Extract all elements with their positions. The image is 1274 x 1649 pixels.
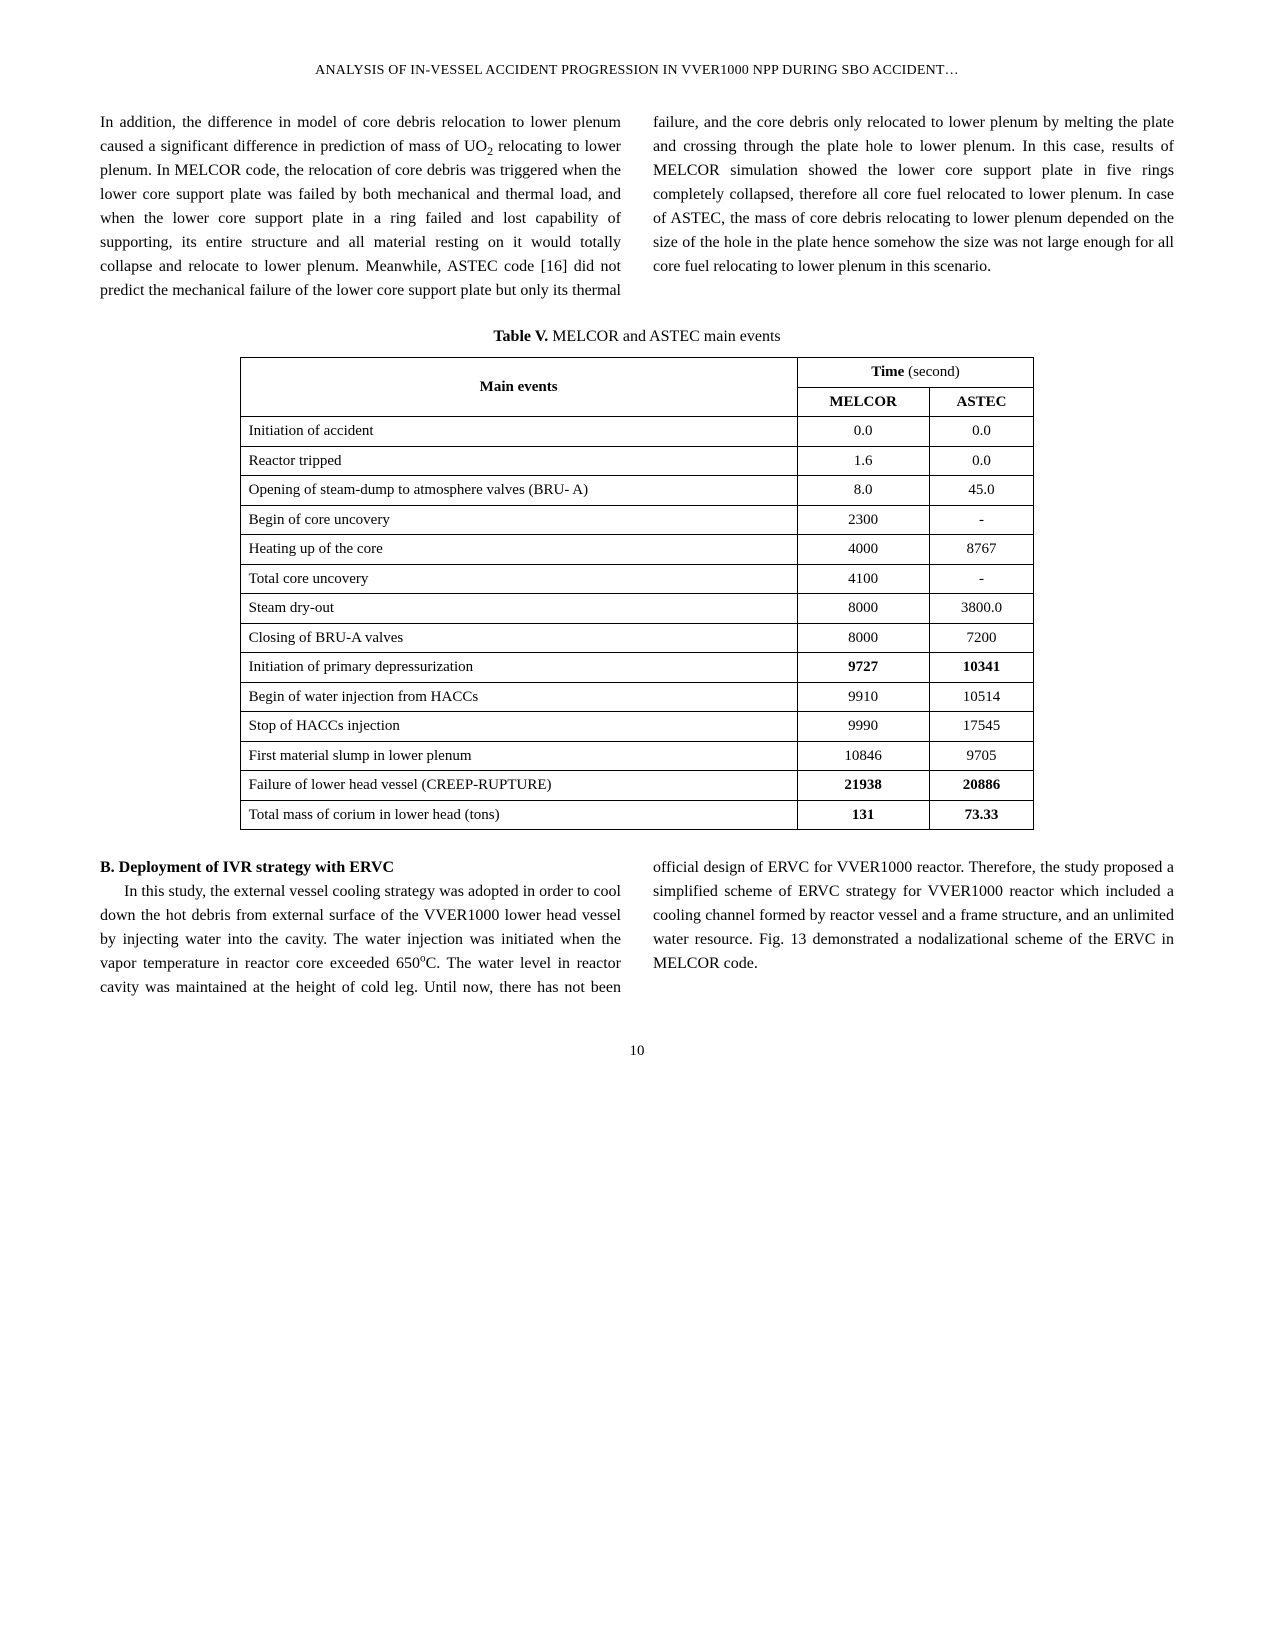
event-astec: 7200 <box>929 623 1034 653</box>
lower-text-columns: B. Deployment of IVR strategy with ERVC … <box>100 856 1174 1000</box>
table-row: First material slump in lower plenum1084… <box>240 741 1034 771</box>
table-row: Initiation of accident0.00.0 <box>240 417 1034 447</box>
event-astec: 0.0 <box>929 446 1034 476</box>
event-melcor: 9727 <box>797 653 929 683</box>
event-melcor: 9990 <box>797 712 929 742</box>
table-row: Closing of BRU-A valves80007200 <box>240 623 1034 653</box>
event-label: Heating up of the core <box>240 535 797 565</box>
event-label: Begin of water injection from HACCs <box>240 682 797 712</box>
event-melcor: 1.6 <box>797 446 929 476</box>
table-row: Failure of lower head vessel (CREEP-RUPT… <box>240 771 1034 801</box>
events-table: Main events Time (second) MELCOR ASTEC I… <box>240 357 1035 830</box>
event-label: Initiation of accident <box>240 417 797 447</box>
table-row: Begin of core uncovery2300- <box>240 505 1034 535</box>
table-row: Reactor tripped1.60.0 <box>240 446 1034 476</box>
event-astec: 17545 <box>929 712 1034 742</box>
event-melcor: 2300 <box>797 505 929 535</box>
event-melcor: 0.0 <box>797 417 929 447</box>
th-time: Time (second) <box>797 358 1034 388</box>
event-melcor: 4100 <box>797 564 929 594</box>
events-table-body: Initiation of accident0.00.0Reactor trip… <box>240 417 1034 830</box>
table-row: Total mass of corium in lower head (tons… <box>240 800 1034 830</box>
page-number: 10 <box>100 1040 1174 1063</box>
event-label: Initiation of primary depressurization <box>240 653 797 683</box>
event-melcor: 8000 <box>797 594 929 624</box>
table-caption-label: Table V. <box>493 328 548 345</box>
event-label: Total core uncovery <box>240 564 797 594</box>
table-row: Opening of steam-dump to atmosphere valv… <box>240 476 1034 506</box>
table-row: Heating up of the core40008767 <box>240 535 1034 565</box>
event-label: Stop of HACCs injection <box>240 712 797 742</box>
th-astec: ASTEC <box>929 387 1034 417</box>
running-header: ANALYSIS OF IN-VESSEL ACCIDENT PROGRESSI… <box>100 60 1174 81</box>
event-label: Closing of BRU-A valves <box>240 623 797 653</box>
table-caption-text: MELCOR and ASTEC main events <box>552 328 780 345</box>
event-label: First material slump in lower plenum <box>240 741 797 771</box>
event-label: Reactor tripped <box>240 446 797 476</box>
th-melcor: MELCOR <box>797 387 929 417</box>
event-astec: - <box>929 564 1034 594</box>
upper-paragraph: In addition, the difference in model of … <box>100 111 1174 303</box>
event-label: Opening of steam-dump to atmosphere valv… <box>240 476 797 506</box>
table-row: Initiation of primary depressurization97… <box>240 653 1034 683</box>
event-label: Steam dry-out <box>240 594 797 624</box>
event-astec: 3800.0 <box>929 594 1034 624</box>
event-astec: 20886 <box>929 771 1034 801</box>
table-row: Steam dry-out80003800.0 <box>240 594 1034 624</box>
event-astec: 73.33 <box>929 800 1034 830</box>
table-row: Stop of HACCs injection999017545 <box>240 712 1034 742</box>
section-b-heading: B. Deployment of IVR strategy with ERVC <box>100 856 621 880</box>
event-astec: 45.0 <box>929 476 1034 506</box>
event-astec: 0.0 <box>929 417 1034 447</box>
event-astec: - <box>929 505 1034 535</box>
event-astec: 8767 <box>929 535 1034 565</box>
upper-text-columns: In addition, the difference in model of … <box>100 111 1174 303</box>
event-melcor: 10846 <box>797 741 929 771</box>
event-melcor: 8000 <box>797 623 929 653</box>
event-astec: 10341 <box>929 653 1034 683</box>
table-caption: Table V. MELCOR and ASTEC main events <box>100 325 1174 349</box>
event-melcor: 8.0 <box>797 476 929 506</box>
table-row: Begin of water injection from HACCs99101… <box>240 682 1034 712</box>
event-melcor: 9910 <box>797 682 929 712</box>
event-label: Failure of lower head vessel (CREEP-RUPT… <box>240 771 797 801</box>
event-melcor: 4000 <box>797 535 929 565</box>
table-row: Total core uncovery4100- <box>240 564 1034 594</box>
event-label: Total mass of corium in lower head (tons… <box>240 800 797 830</box>
th-main-events: Main events <box>240 358 797 417</box>
event-astec: 10514 <box>929 682 1034 712</box>
event-label: Begin of core uncovery <box>240 505 797 535</box>
event-melcor: 131 <box>797 800 929 830</box>
event-melcor: 21938 <box>797 771 929 801</box>
event-astec: 9705 <box>929 741 1034 771</box>
